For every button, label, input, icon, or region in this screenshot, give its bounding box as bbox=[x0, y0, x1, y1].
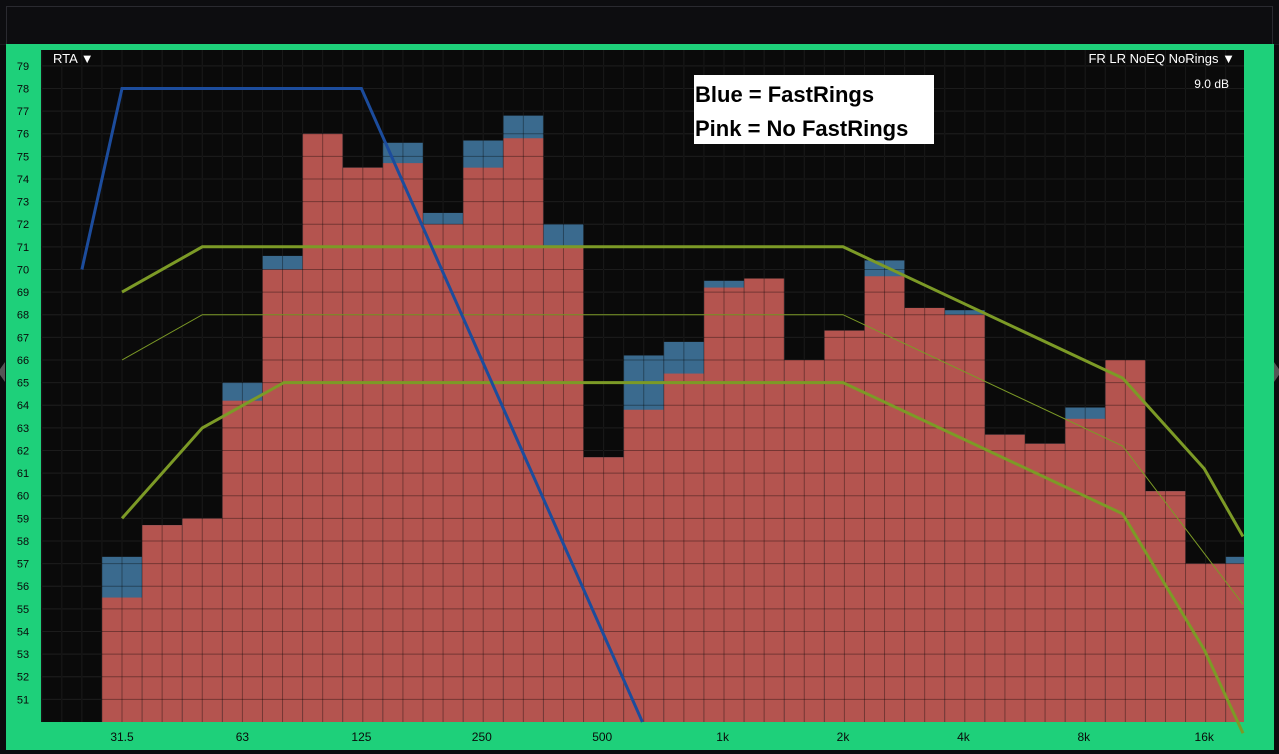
x-tick-label: 250 bbox=[472, 730, 492, 744]
blue-line bbox=[80, 87, 644, 723]
bar-no-fastrings bbox=[182, 518, 223, 722]
bar-no-fastrings bbox=[984, 434, 1025, 722]
bar-no-fastrings bbox=[423, 224, 464, 722]
x-tick-label: 1k bbox=[716, 730, 730, 744]
x-tick-label: 31.5 bbox=[110, 730, 134, 744]
bar-no-fastrings bbox=[784, 359, 825, 722]
bar-no-fastrings bbox=[1025, 443, 1066, 722]
legend-line-pink: Pink = No FastRings bbox=[695, 116, 908, 141]
y-tick-label: 52 bbox=[17, 672, 29, 684]
x-tick-label: 8k bbox=[1077, 730, 1091, 744]
y-tick-label: 63 bbox=[17, 423, 29, 435]
scroll-right-arrow-icon[interactable] bbox=[1274, 362, 1279, 382]
bar-no-fastrings bbox=[1185, 563, 1226, 722]
y-tick-label: 64 bbox=[17, 400, 29, 412]
y-tick-label: 58 bbox=[17, 536, 29, 548]
bar-no-fastrings bbox=[382, 163, 423, 722]
y-tick-label: 66 bbox=[17, 355, 29, 367]
bar-no-fastrings bbox=[302, 133, 343, 722]
target-curve bbox=[121, 314, 1244, 605]
bar-no-fastrings bbox=[623, 409, 664, 722]
y-tick-label: 56 bbox=[17, 581, 29, 593]
bar-no-fastrings bbox=[663, 373, 704, 722]
y-tick-label: 62 bbox=[17, 445, 29, 457]
bar-no-fastrings bbox=[222, 400, 263, 722]
y-tick-label: 67 bbox=[17, 332, 29, 344]
y-tick-label: 71 bbox=[17, 242, 29, 254]
target-curve bbox=[121, 245, 1245, 538]
x-tick-label: 16k bbox=[1195, 730, 1215, 744]
x-tick-label: 125 bbox=[351, 730, 371, 744]
y-tick-label: 60 bbox=[17, 491, 29, 503]
bar-no-fastrings bbox=[1225, 563, 1244, 722]
bar-no-fastrings bbox=[101, 597, 143, 722]
y-tick-label: 59 bbox=[17, 513, 29, 525]
bar-no-fastrings bbox=[583, 457, 624, 722]
fastrings-line bbox=[80, 87, 644, 723]
y-axis-ticks: 51 52 53 54 55 56 57 58 59 60 61 62 63 64 65 66 67 68 69 70… bbox=[17, 61, 29, 707]
x-axis-ticks: 31.5 63 125 250 500 1k 2k 4k 8k 16k bbox=[110, 730, 1215, 744]
y-tick-label: 53 bbox=[17, 649, 29, 661]
rta-chart: 51 52 53 54 55 56 57 58 59 60 61 62 63 64 65 66 67 68 69 70… bbox=[17, 50, 1245, 744]
y-tick-label: 69 bbox=[17, 287, 29, 299]
bar-no-fastrings bbox=[1065, 418, 1106, 722]
y-tick-label: 70 bbox=[17, 264, 29, 276]
y-tick-label: 75 bbox=[17, 151, 29, 163]
bar-no-fastrings bbox=[543, 246, 584, 722]
y-tick-label: 54 bbox=[17, 626, 29, 638]
y-tick-label: 74 bbox=[17, 174, 29, 186]
bar-no-fastrings bbox=[463, 167, 504, 722]
scroll-left-arrow-icon[interactable] bbox=[0, 362, 5, 382]
bar-no-fastrings bbox=[864, 276, 905, 722]
target-curves bbox=[120, 245, 1245, 734]
bar-no-fastrings bbox=[944, 314, 985, 722]
y-tick-label: 77 bbox=[17, 106, 29, 118]
y-tick-label: 78 bbox=[17, 83, 29, 95]
y-tick-label: 73 bbox=[17, 197, 29, 209]
y-tick-label: 68 bbox=[17, 310, 29, 322]
target-curve bbox=[120, 381, 1245, 734]
x-tick-label: 4k bbox=[957, 730, 971, 744]
legend-line-blue: Blue = FastRings bbox=[695, 82, 874, 107]
x-tick-label: 2k bbox=[837, 730, 851, 744]
bar-no-fastrings bbox=[703, 287, 745, 722]
rta-frame: 51 52 53 54 55 56 57 58 59 60 61 62 63 64 65 66 67 68 69 70… bbox=[6, 44, 1274, 750]
bars-no-fastrings bbox=[101, 133, 1244, 722]
legend-box: Blue = FastRings Pink = No FastRings bbox=[694, 75, 934, 144]
preset-dropdown[interactable]: FR LR NoEQ NoRings ▼ bbox=[1088, 51, 1235, 66]
bar-no-fastrings bbox=[904, 307, 945, 722]
y-tick-label: 79 bbox=[17, 61, 29, 73]
y-tick-label: 76 bbox=[17, 129, 29, 141]
x-tick-label: 63 bbox=[236, 730, 250, 744]
y-tick-label: 55 bbox=[17, 604, 29, 616]
y-tick-label: 61 bbox=[17, 468, 29, 480]
y-tick-label: 51 bbox=[17, 694, 29, 706]
window-title-bar bbox=[0, 0, 1279, 45]
db-range-readout: 9.0 dB bbox=[1194, 77, 1229, 91]
x-tick-label: 500 bbox=[592, 730, 612, 744]
rta-dropdown[interactable]: RTA ▼ bbox=[53, 51, 94, 66]
bar-no-fastrings bbox=[744, 278, 785, 722]
bar-no-fastrings bbox=[142, 525, 183, 722]
bar-no-fastrings bbox=[342, 167, 383, 722]
bar-no-fastrings bbox=[262, 269, 303, 722]
bar-no-fastrings bbox=[824, 330, 865, 722]
y-tick-label: 57 bbox=[17, 559, 29, 571]
y-tick-label: 72 bbox=[17, 219, 29, 231]
y-tick-label: 65 bbox=[17, 378, 29, 390]
bar-no-fastrings bbox=[503, 138, 544, 722]
